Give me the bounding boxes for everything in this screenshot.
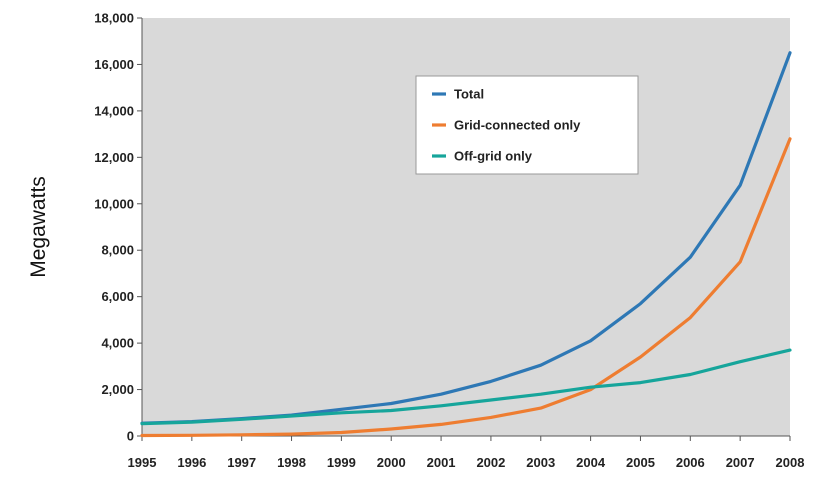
x-tick-label: 1996: [177, 455, 206, 470]
series-line-1: [140, 137, 792, 438]
y-tick-label: 12,000: [94, 150, 134, 165]
y-tick-label: 0: [127, 429, 134, 444]
legend-label: Off-grid only: [454, 149, 533, 164]
y-tick-label: 4,000: [101, 336, 134, 351]
x-tick-label: 2004: [576, 455, 606, 470]
y-tick-label: 14,000: [94, 103, 134, 118]
y-tick-label: 2,000: [101, 382, 134, 397]
x-tick-label: 1999: [327, 455, 356, 470]
legend-box: [415, 75, 639, 175]
x-tick-label: 2008: [776, 455, 805, 470]
x-tick-label: 2002: [476, 455, 505, 470]
x-axis: 1995 1996 1997 1998 1999 2000 2001 2002 2003 2004…: [128, 435, 805, 470]
series-line-2: [140, 348, 792, 426]
x-tick-label: 2003: [526, 455, 555, 470]
legend: Total Grid-connected only Off-grid only: [415, 75, 639, 175]
y-tick-label: 8,000: [101, 243, 134, 258]
y-axis: 0 2,000 4,000 6,000 8,000 10,000 12,000 14,000 1…: [94, 11, 143, 444]
x-tick-label: 2000: [377, 455, 406, 470]
x-tick-label: 1998: [277, 455, 306, 470]
x-tick-label: 2005: [626, 455, 655, 470]
y-tick-label: 18,000: [94, 11, 134, 26]
x-tick-label: 1995: [128, 455, 157, 470]
legend-label: Grid-connected only: [454, 118, 581, 133]
y-axis-label: Megawatts: [27, 176, 50, 278]
legend-label: Total: [454, 87, 484, 102]
x-tick-label: 1997: [227, 455, 256, 470]
x-tick-label: 2006: [676, 455, 705, 470]
y-tick-label: 10,000: [94, 196, 134, 211]
x-tick-label: 2001: [427, 455, 456, 470]
series-lines: [140, 51, 792, 438]
y-tick-label: 6,000: [101, 289, 134, 304]
y-tick-label: 16,000: [94, 57, 134, 72]
x-tick-label: 2007: [726, 455, 755, 470]
